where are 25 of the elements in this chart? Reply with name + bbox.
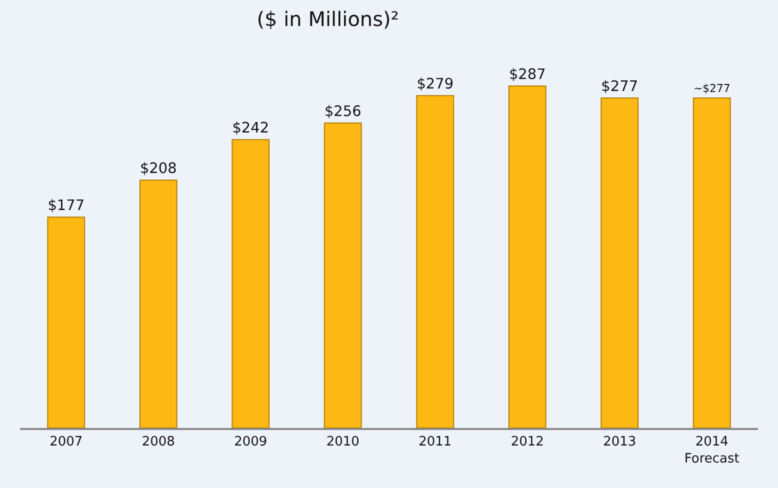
data-label: $177 (48, 198, 85, 214)
x-tick-label: 2009 (234, 434, 268, 450)
x-tick-label: 2007 (50, 434, 83, 450)
data-label: $242 (232, 120, 270, 137)
bar (600, 97, 639, 428)
bar (47, 216, 86, 428)
x-tick-label: 2012 (510, 434, 544, 450)
data-label: ~$277 (693, 82, 730, 95)
chart-title: ($ in Millions)² (256, 7, 399, 32)
x-tick-label: 2014 Forecast (684, 434, 740, 466)
data-label: $277 (601, 78, 638, 95)
x-tick-label: 2010 (326, 434, 360, 450)
data-label: $256 (324, 104, 362, 120)
x-tick-label: 2013 (603, 434, 636, 450)
bar (692, 97, 731, 428)
x-tick-label: 2008 (142, 434, 175, 450)
bar (508, 86, 546, 428)
bar (324, 122, 362, 428)
x-tick-label: 2011 (418, 434, 452, 450)
data-label: $287 (508, 67, 546, 84)
bar (139, 180, 178, 428)
data-label: $279 (416, 76, 454, 93)
bar (416, 95, 454, 428)
data-label: $208 (140, 161, 177, 178)
bar (232, 139, 270, 428)
